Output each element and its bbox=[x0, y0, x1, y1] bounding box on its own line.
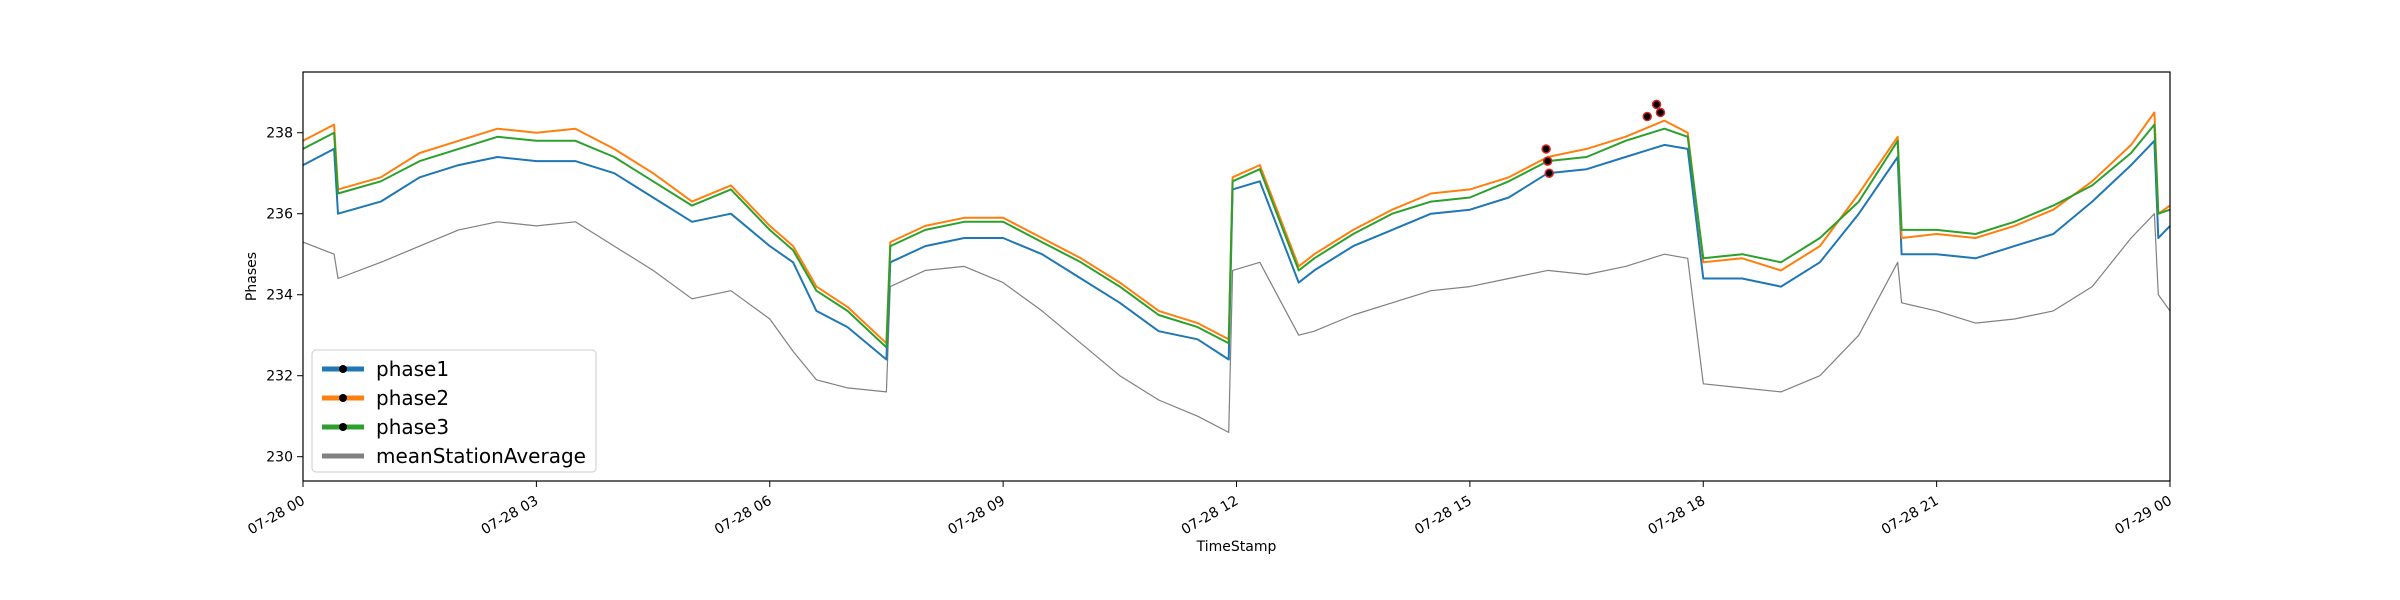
y-tick-label: 234 bbox=[266, 288, 293, 304]
y-tick-label: 230 bbox=[266, 450, 293, 466]
x-tick-label: 07-28 15 bbox=[1412, 493, 1475, 538]
anomaly-point bbox=[1542, 156, 1553, 166]
legend-marker bbox=[339, 365, 347, 373]
x-axis: 07-28 00 07-28 03 07-28 06 07-28 09 07-28 12… bbox=[245, 481, 2175, 538]
x-tick-label: 07-28 21 bbox=[1879, 493, 1942, 538]
legend-label-meanStationAverage: meanStationAverage bbox=[376, 444, 586, 468]
legend-marker bbox=[339, 394, 347, 402]
y-axis-label: Phases bbox=[244, 252, 260, 301]
x-tick-label: 07-28 06 bbox=[712, 493, 775, 538]
legend-label-phase2: phase2 bbox=[376, 386, 449, 410]
anomaly-point bbox=[1651, 99, 1662, 110]
y-tick-label: 232 bbox=[266, 369, 293, 385]
y-axis: 230 232 234 236 238 bbox=[266, 126, 303, 466]
x-tick-label: 07-28 00 bbox=[245, 493, 308, 538]
anomaly-markers bbox=[1541, 99, 1666, 178]
legend-box bbox=[311, 349, 597, 473]
plot-area bbox=[303, 111, 2170, 433]
x-tick-label: 07-28 18 bbox=[1646, 493, 1709, 538]
series-line-phase1 bbox=[303, 139, 2170, 361]
y-tick-label: 238 bbox=[266, 126, 293, 142]
legend-marker bbox=[339, 423, 347, 431]
legend-label-phase3: phase3 bbox=[376, 415, 449, 439]
anomaly-point bbox=[1655, 107, 1666, 118]
series-line-phase2 bbox=[303, 111, 2170, 345]
x-tick-label: 07-29 00 bbox=[2112, 493, 2175, 538]
x-tick-label: 07-28 12 bbox=[1179, 493, 1242, 538]
x-tick-label: 07-28 03 bbox=[479, 493, 542, 538]
legend: phase1 phase2 phase3 meanStationAverage bbox=[311, 349, 597, 473]
x-tick-label: 07-28 09 bbox=[945, 493, 1008, 538]
y-tick-label: 236 bbox=[266, 207, 293, 223]
anomaly-point bbox=[1544, 168, 1554, 178]
legend-label-phase1: phase1 bbox=[376, 357, 449, 381]
x-axis-label: TimeStamp bbox=[1196, 539, 1277, 555]
anomaly-point bbox=[1541, 144, 1551, 154]
series-line-meanStationAverage bbox=[303, 213, 2170, 433]
anomaly-point bbox=[1642, 111, 1652, 122]
series-line-phase3 bbox=[303, 123, 2170, 349]
